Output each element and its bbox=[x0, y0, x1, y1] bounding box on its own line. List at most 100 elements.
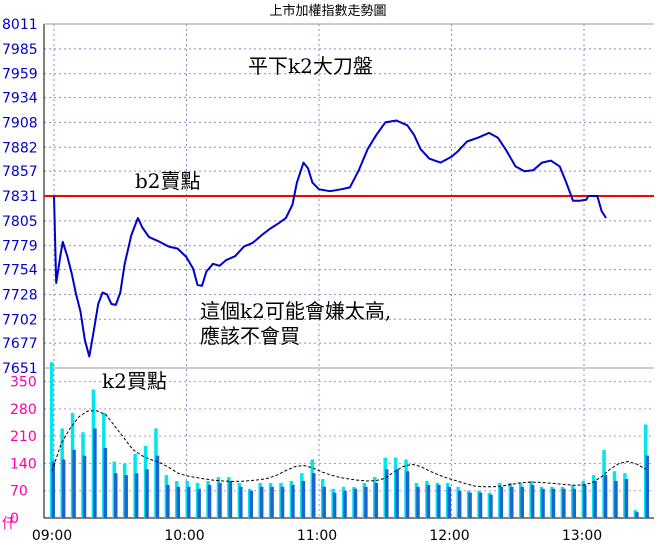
volume-bar-sell bbox=[499, 486, 504, 518]
volume-bar-sell bbox=[332, 492, 337, 518]
price-tick-label: 7831 bbox=[2, 189, 38, 205]
annotation-k2-buy-point: k2買點 bbox=[102, 369, 167, 393]
time-tick-label: 10:00 bbox=[164, 528, 204, 543]
volume-tick-label: 280 bbox=[10, 402, 37, 418]
volume-bar-sell bbox=[447, 486, 451, 518]
chart-title: 上市加權指數走勢圖 bbox=[269, 3, 386, 19]
volume-unit-label: 仟 bbox=[2, 516, 16, 532]
volume-bar-sell bbox=[582, 484, 587, 518]
volume-bar-sell bbox=[166, 484, 170, 518]
annotation-flat-open: 平下k2大刀盤 bbox=[248, 54, 373, 78]
volume-bar-sell bbox=[207, 484, 212, 518]
volume-bar-sell bbox=[562, 488, 566, 518]
volume-bar-sell bbox=[301, 480, 306, 518]
price-tick-label: 7985 bbox=[2, 42, 38, 58]
time-tick-label: 12:00 bbox=[429, 528, 469, 543]
price-tick-label: 7959 bbox=[2, 67, 38, 83]
volume-bar-sell bbox=[72, 449, 76, 518]
volume-bar-sell bbox=[239, 486, 243, 518]
volume-bar-sell bbox=[520, 486, 524, 518]
volume-bar-sell bbox=[155, 455, 160, 518]
volume-tick-label: 350 bbox=[10, 375, 37, 391]
volume-bar-sell bbox=[51, 461, 55, 518]
volume-bar-sell bbox=[416, 486, 420, 518]
price-tick-label: 7779 bbox=[2, 239, 38, 255]
volume-bar-sell bbox=[541, 488, 545, 518]
volume-bar-sell bbox=[114, 473, 118, 518]
volume-bar-sell bbox=[103, 447, 108, 518]
volume-bar-sell bbox=[93, 428, 97, 518]
annotation-k2-too-high: 這個k2可能會嫌太高, bbox=[200, 299, 391, 323]
volume-bar-sell bbox=[124, 475, 128, 518]
volume-bar-sell bbox=[61, 459, 66, 518]
price-tick-label: 7754 bbox=[2, 263, 38, 279]
volume-bar-sell bbox=[353, 488, 358, 518]
volume-tick-label: 210 bbox=[10, 429, 37, 445]
price-tick-label: 8011 bbox=[2, 17, 38, 33]
volume-bar-sell bbox=[259, 486, 264, 518]
volume-bar-sell bbox=[457, 490, 462, 518]
volume-bar-sell bbox=[270, 486, 274, 518]
volume-bar-buy bbox=[50, 362, 54, 518]
time-tick-label: 11:00 bbox=[297, 528, 337, 543]
price-tick-label: 7677 bbox=[2, 336, 38, 352]
annotation-b2-sell-point: b2賣點 bbox=[135, 169, 201, 193]
volume-bar-sell bbox=[218, 482, 222, 518]
volume-bar-sell bbox=[468, 492, 472, 518]
volume-bar-sell bbox=[635, 512, 639, 518]
annotation-should-not-buy: 應該不會買 bbox=[200, 324, 300, 348]
volume-bar-sell bbox=[374, 482, 379, 518]
volume-bar-sell bbox=[510, 486, 514, 518]
volume-bar-sell bbox=[384, 469, 389, 518]
volume-bar-sell bbox=[437, 484, 441, 518]
volume-bar-sell bbox=[614, 480, 618, 518]
price-tick-label: 7651 bbox=[2, 361, 38, 377]
volume-bar-sell bbox=[249, 490, 253, 518]
volume-bar-sell bbox=[197, 488, 201, 518]
volume-bar-sell bbox=[186, 486, 191, 518]
price-tick-label: 7728 bbox=[2, 287, 38, 303]
time-tick-label: 09:00 bbox=[32, 528, 72, 543]
volume-bar-sell bbox=[82, 455, 87, 518]
volume-bar-sell bbox=[426, 484, 431, 518]
price-tick-label: 7908 bbox=[2, 115, 38, 131]
price-tick-labels: 8011 7985 7959 7934 7908 7882 7857 7831 7805 7779… bbox=[2, 17, 38, 377]
volume-bar-sell bbox=[280, 486, 285, 518]
volume-bar-sell bbox=[405, 471, 410, 518]
volume-bar-sell bbox=[645, 455, 649, 518]
price-tick-label: 7805 bbox=[2, 214, 38, 230]
volume-ma-line bbox=[51, 410, 647, 488]
volume-tick-labels: 350 280 210 140 70 0 bbox=[10, 375, 37, 527]
price-tick-label: 7934 bbox=[2, 91, 38, 107]
volume-bar-sell bbox=[395, 469, 399, 518]
volume-bars bbox=[50, 362, 649, 518]
volume-bar-sell bbox=[134, 473, 139, 518]
volume-moving-average bbox=[51, 410, 647, 488]
time-tick-label: 13:00 bbox=[562, 528, 602, 543]
volume-bar-sell bbox=[478, 492, 483, 518]
volume-bar-sell bbox=[364, 486, 368, 518]
price-series-line bbox=[53, 119, 607, 358]
volume-tick-label: 0 bbox=[10, 511, 19, 527]
volume-bar-sell bbox=[343, 490, 347, 518]
volume-bar-sell bbox=[322, 486, 326, 518]
volume-bar-sell bbox=[603, 475, 608, 518]
volume-tick-label: 140 bbox=[10, 456, 37, 472]
volume-bar-sell bbox=[228, 480, 233, 518]
volume-bar-sell bbox=[624, 479, 629, 518]
volume-bar-sell bbox=[551, 488, 556, 518]
volume-bar-sell bbox=[572, 488, 577, 518]
volume-bar-sell bbox=[312, 473, 316, 518]
volume-bar-sell bbox=[145, 469, 149, 518]
price-tick-label: 7857 bbox=[2, 164, 38, 180]
volume-bar-sell bbox=[291, 484, 295, 518]
time-tick-labels: 09:00 10:00 11:00 12:00 13:00 bbox=[32, 528, 602, 543]
price-tick-label: 7702 bbox=[2, 312, 38, 328]
price-line bbox=[53, 119, 607, 358]
price-tick-label: 7882 bbox=[2, 140, 38, 156]
volume-bar-sell bbox=[593, 480, 597, 518]
volume-bar-sell bbox=[530, 484, 535, 518]
volume-tick-label: 70 bbox=[10, 484, 28, 500]
